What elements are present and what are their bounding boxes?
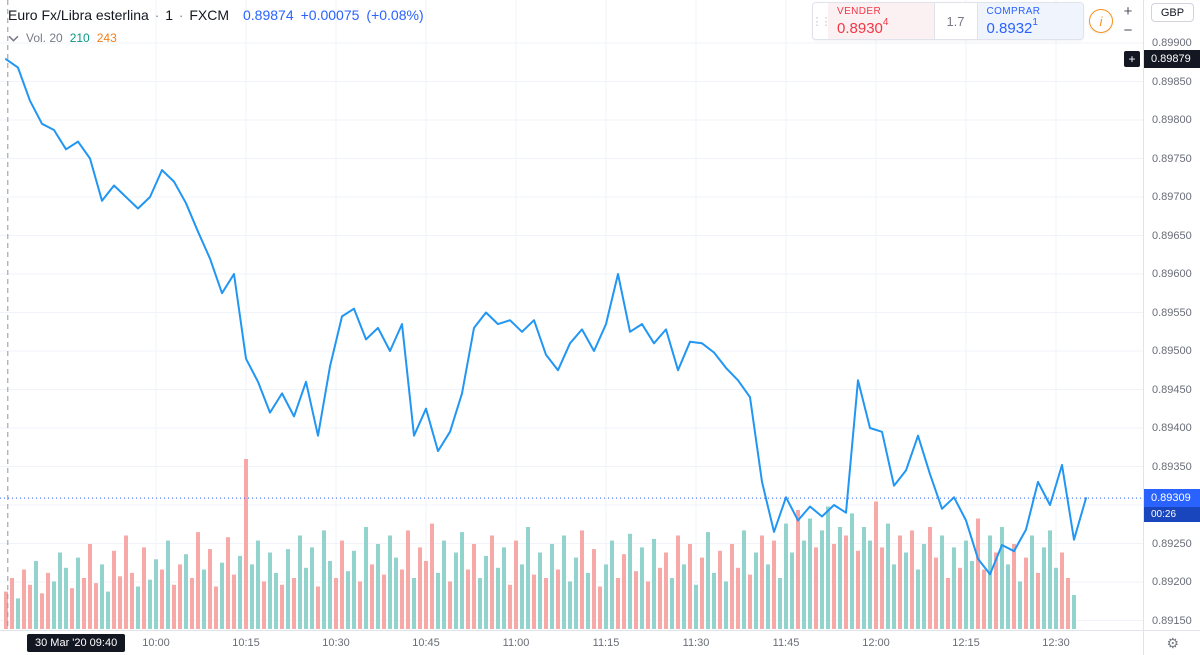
buy-price-pip: 1 xyxy=(1032,17,1038,28)
time-axis-label: 10:45 xyxy=(412,637,440,649)
sell-price-pip: 4 xyxy=(882,17,889,28)
price-axis-label: 0.89250 xyxy=(1152,537,1192,550)
separator: · xyxy=(178,7,184,23)
price-axis-label: 0.89700 xyxy=(1152,191,1192,203)
high-price-tag: 0.89879 xyxy=(1144,50,1200,69)
last-price: 0.89874 xyxy=(243,7,294,23)
price-axis-label: 0.89900 xyxy=(1152,37,1192,49)
settings-gear-icon[interactable]: ⚙ xyxy=(1166,635,1179,651)
chart-canvas[interactable]: Euro Fx/Libra esterlina · 1 · FXCM 0.898… xyxy=(0,0,1143,630)
volume-indicator-label[interactable]: Vol. 20 xyxy=(26,31,63,45)
crosshair-date-tag: 30 Mar '20 09:40 xyxy=(27,634,126,652)
sell-label: VENDER xyxy=(837,6,882,17)
drag-handle-icon[interactable]: ⋮⋮ xyxy=(813,3,832,39)
price-axis-label: 0.89150 xyxy=(1152,614,1192,627)
plus-button[interactable]: + xyxy=(1117,4,1139,20)
widget-size-controls: + − xyxy=(1117,4,1139,39)
price-change-pct: (+0.08%) xyxy=(366,7,424,23)
volume-ma-value: 243 xyxy=(96,31,117,45)
time-axis-label: 11:00 xyxy=(502,637,530,649)
time-axis-label: 11:30 xyxy=(682,637,710,649)
time-axis-label: 10:30 xyxy=(322,637,350,649)
sell-button[interactable]: VENDER 0.89304 xyxy=(828,3,934,39)
price-axis-label: 0.89350 xyxy=(1152,460,1192,473)
exchange-label: FXCM xyxy=(189,7,229,23)
minus-button[interactable]: − xyxy=(1117,23,1139,39)
bar-countdown-tag: 00:26 xyxy=(1144,507,1200,523)
buy-button[interactable]: COMPRAR 0.89321 xyxy=(977,3,1083,39)
price-axis-label: 0.89750 xyxy=(1152,152,1192,165)
time-axis-label: 12:15 xyxy=(952,637,980,649)
price-axis-label: 0.89850 xyxy=(1152,75,1192,88)
price-chart xyxy=(0,0,1143,630)
sell-price: 0.89304 xyxy=(837,17,889,37)
chart-legend: Euro Fx/Libra esterlina · 1 · FXCM 0.898… xyxy=(8,7,424,45)
price-axis[interactable]: GBP 0.89900 0.89850 0.89800 0.89750 0.89700 0… xyxy=(1143,0,1200,630)
volume-legend-row: Vol. 20 210 243 xyxy=(8,31,424,45)
price-axis-label: 0.89600 xyxy=(1152,268,1192,280)
price-change: +0.00075 xyxy=(300,7,360,23)
time-axis-label: 10:00 xyxy=(142,637,170,649)
interval-label[interactable]: 1 xyxy=(165,7,173,23)
currency-toggle-button[interactable]: GBP xyxy=(1151,3,1194,22)
add-order-plus-button[interactable]: + xyxy=(1124,51,1140,68)
price-axis-label: 0.89800 xyxy=(1152,114,1192,126)
buy-price: 0.89321 xyxy=(986,17,1038,37)
price-axis-label: 0.89200 xyxy=(1152,576,1192,588)
chevron-down-icon[interactable] xyxy=(8,33,19,44)
time-axis-label: 11:15 xyxy=(592,637,620,649)
price-axis-label: 0.89400 xyxy=(1152,422,1192,434)
separator: · xyxy=(154,7,160,23)
buy-label: COMPRAR xyxy=(986,6,1041,17)
volume-value: 210 xyxy=(69,31,90,45)
spread-value: 1.7 xyxy=(933,3,978,39)
buy-sell-widget: ⋮⋮ VENDER 0.89304 1.7 COMPRAR 0.89321 xyxy=(812,2,1084,40)
symbol-legend-row[interactable]: Euro Fx/Libra esterlina · 1 · FXCM 0.898… xyxy=(8,7,424,23)
price-axis-label: 0.89650 xyxy=(1152,229,1192,242)
price-readout: 0.89874 +0.00075 (+0.08%) xyxy=(243,7,424,23)
price-axis-label: 0.89450 xyxy=(1152,383,1192,396)
price-axis-label: 0.89500 xyxy=(1152,345,1192,357)
symbol-title[interactable]: Euro Fx/Libra esterlina xyxy=(8,7,149,23)
time-axis[interactable]: 30 Mar '20 09:40 10:00 10:15 10:30 10:45 11:… xyxy=(0,630,1200,655)
time-axis-label: 12:00 xyxy=(862,637,890,649)
current-price-tag: 0.89309 xyxy=(1144,489,1200,508)
time-axis-label: 12:30 xyxy=(1042,637,1070,649)
price-axis-label: 0.89550 xyxy=(1152,306,1192,319)
time-axis-label: 11:45 xyxy=(772,637,800,649)
time-axis-label: 10:15 xyxy=(232,637,260,649)
info-icon[interactable]: i xyxy=(1089,9,1113,33)
